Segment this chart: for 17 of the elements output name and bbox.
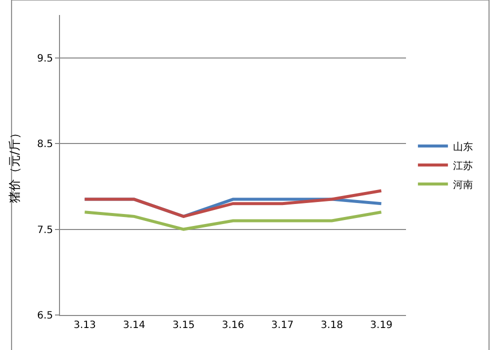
legend-label: 河南	[452, 178, 473, 191]
legend-label: 山东	[452, 140, 473, 153]
line-series	[83, 210, 383, 231]
y-axis-title: 猪价（元/斤）	[7, 126, 22, 204]
y-tick-label: 7.5	[37, 224, 53, 236]
x-tick-label: 3.15	[172, 320, 195, 331]
y-tick-label: 6.5	[37, 310, 53, 322]
x-tick-label: 3.14	[123, 320, 146, 331]
x-tick-label: 3.13	[74, 320, 96, 331]
y-tick-label: 9.5	[37, 53, 53, 64]
x-tick-label: 3.19	[370, 320, 392, 331]
x-tick-label: 3.17	[271, 320, 294, 331]
x-tick-label: 3.18	[320, 320, 343, 331]
y-tick-label: 8.5	[37, 139, 53, 150]
legend-label: 江苏	[452, 160, 473, 172]
x-tick-label: 3.16	[222, 320, 244, 331]
line-series	[83, 189, 383, 218]
